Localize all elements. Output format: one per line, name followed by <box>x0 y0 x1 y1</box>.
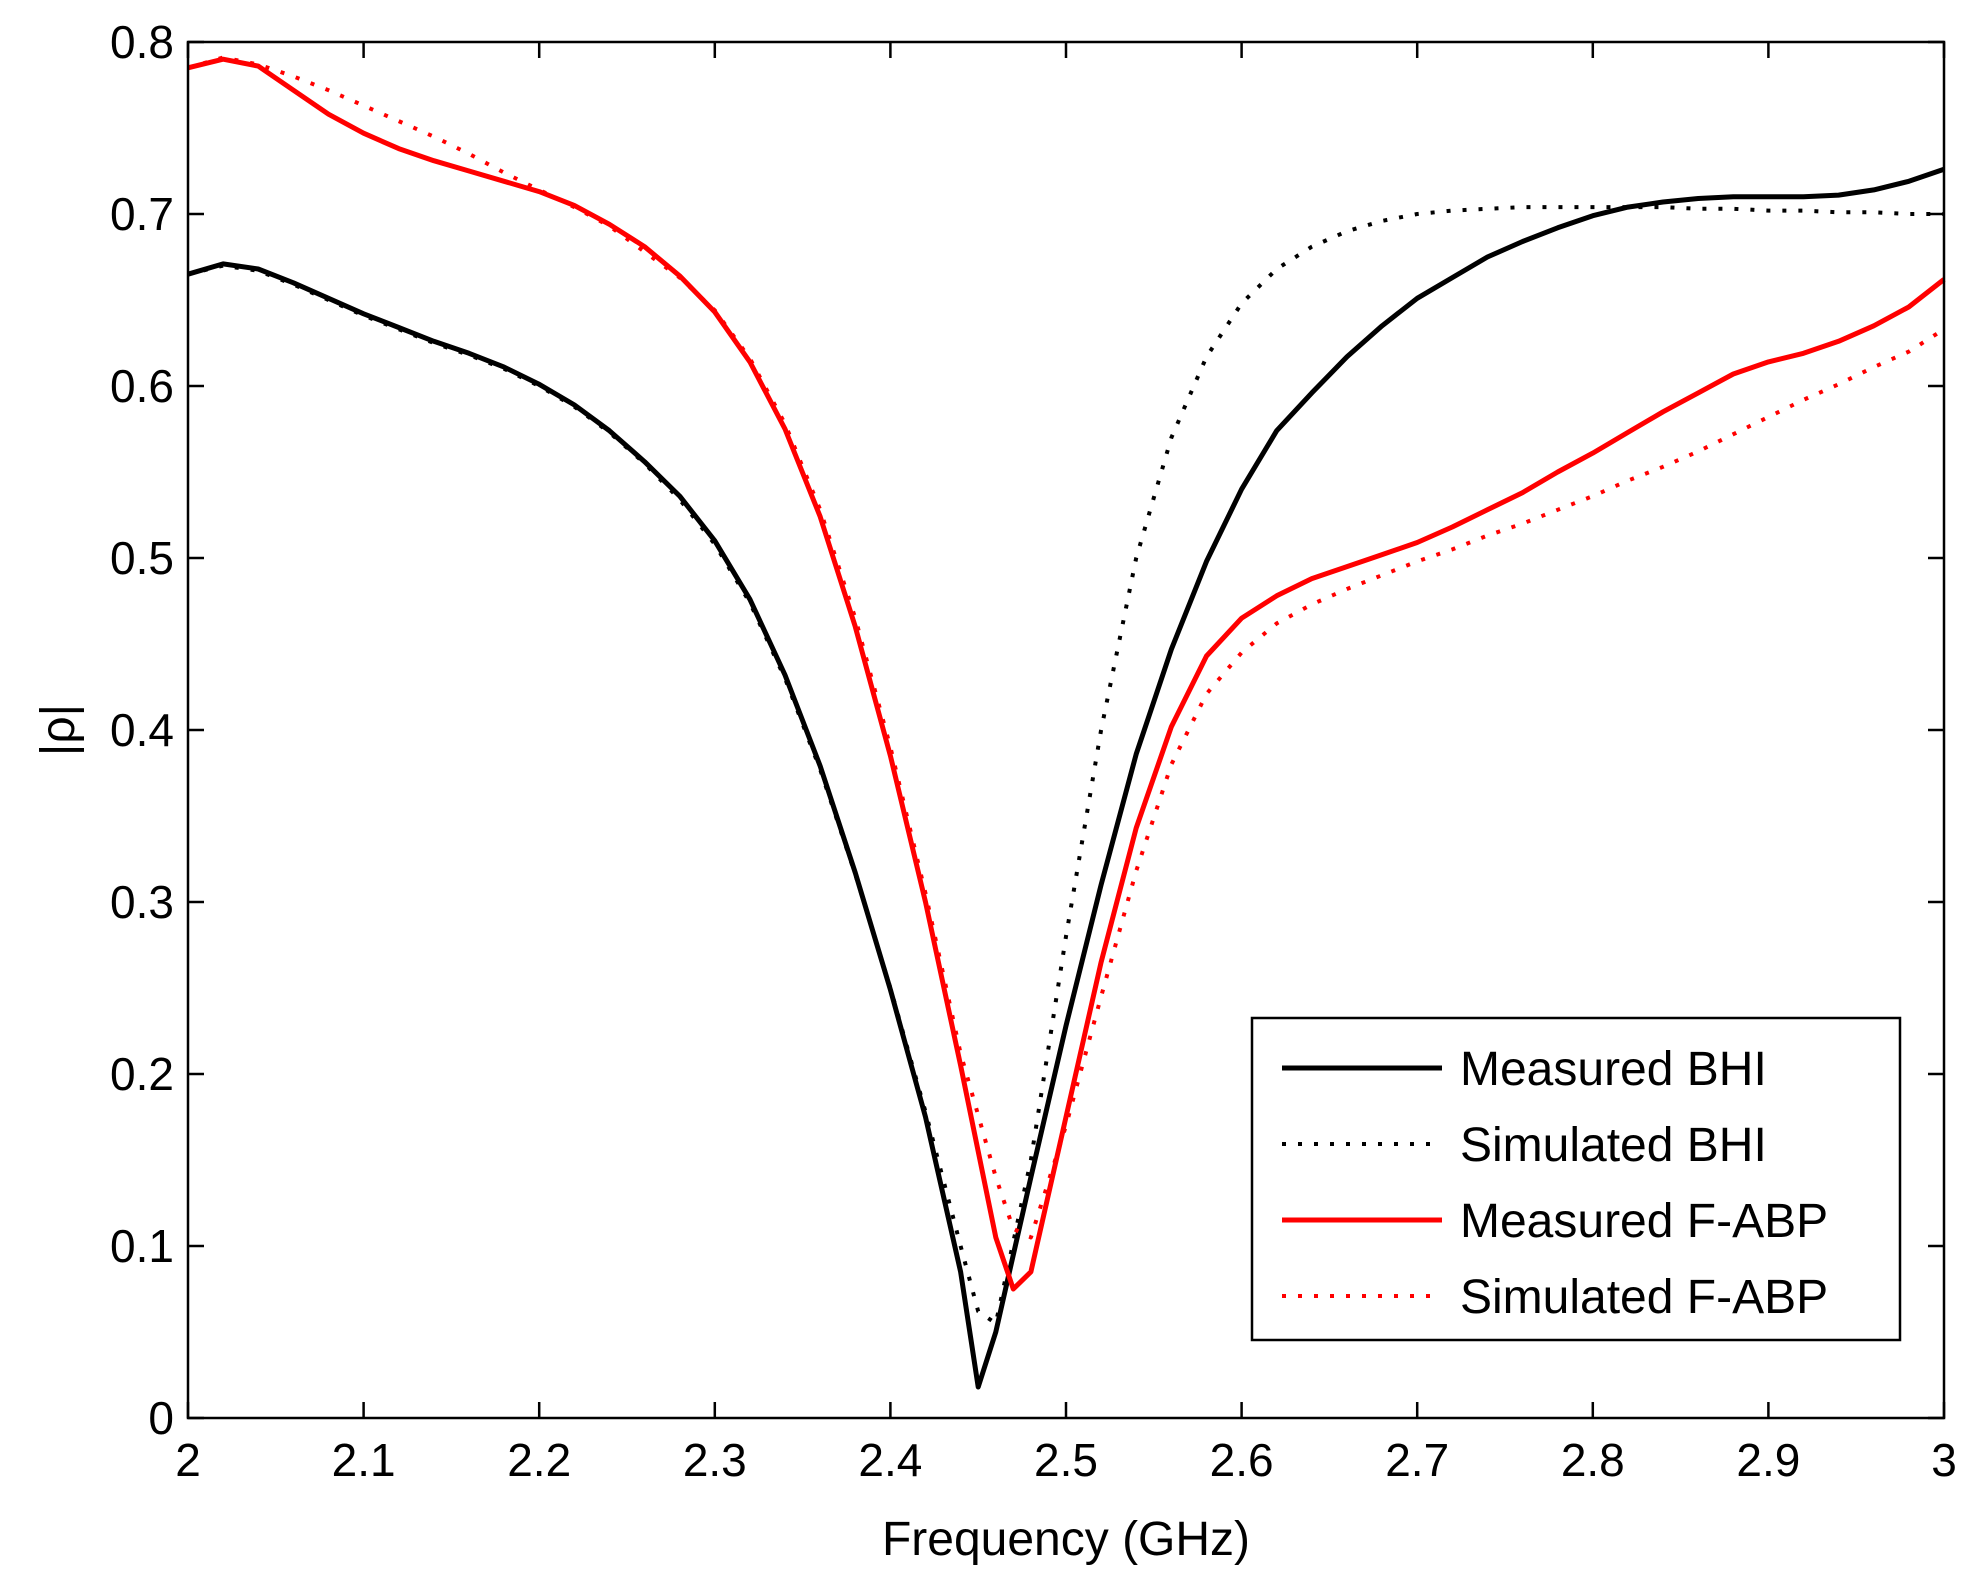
legend: Measured BHI Simulated BHI Measured F-ABP S… <box>1250 1016 1902 1342</box>
series-line-simulated-f-abp <box>187 55 1946 1240</box>
y-axis-title: |ρ| <box>32 704 85 756</box>
legend-label: Simulated BHI <box>1460 1119 1767 1172</box>
plot-lines <box>187 55 1946 1390</box>
x-tick-label: 2.3 <box>683 1434 747 1486</box>
y-tick-label: 0.2 <box>110 1048 174 1100</box>
x-tick-label: 2.6 <box>1210 1434 1274 1486</box>
y-tick-label: 0.3 <box>110 876 174 928</box>
x-tick-label: 2.7 <box>1385 1434 1449 1486</box>
x-axis-title: Frequency (GHz) <box>882 1513 1250 1566</box>
series-line-measured-bhi <box>187 166 1945 1390</box>
x-tick-label: 2.4 <box>858 1434 922 1486</box>
y-tick-label: 0.8 <box>110 16 174 68</box>
series-line-measured-f-abp <box>187 56 1946 1292</box>
axis-ticks <box>186 40 1946 1420</box>
y-tick-label: 0 <box>148 1392 174 1444</box>
legend-box <box>1250 1016 1902 1342</box>
x-tick-label: 2.1 <box>332 1434 396 1486</box>
y-tick-label: 0.7 <box>110 188 174 240</box>
x-tick-label: 3 <box>1931 1434 1957 1486</box>
series-line-simulated-bhi <box>187 205 1944 1326</box>
legend-label: Measured BHI <box>1460 1043 1767 1096</box>
legend-label: Simulated F-ABP <box>1460 1271 1828 1324</box>
y-tick-label: 0.5 <box>110 532 174 584</box>
y-tick-label: 0.6 <box>110 360 174 412</box>
x-tick-label: 2.2 <box>507 1434 571 1486</box>
y-tick-label: 0.1 <box>110 1220 174 1272</box>
legend-label: Measured F-ABP <box>1460 1195 1828 1248</box>
x-tick-label: 2 <box>175 1434 201 1486</box>
x-tick-label: 2.5 <box>1034 1434 1098 1486</box>
x-tick-label: 2.9 <box>1736 1434 1800 1486</box>
axis-tick-labels: 2 2.1 2.2 2.3 2.4 2.5 2.6 2.7 2.8 2.9 3 0 0.1 0.2 0.3 0… <box>110 16 1957 1486</box>
y-tick-label: 0.4 <box>110 704 174 756</box>
x-tick-label: 2.8 <box>1561 1434 1625 1486</box>
